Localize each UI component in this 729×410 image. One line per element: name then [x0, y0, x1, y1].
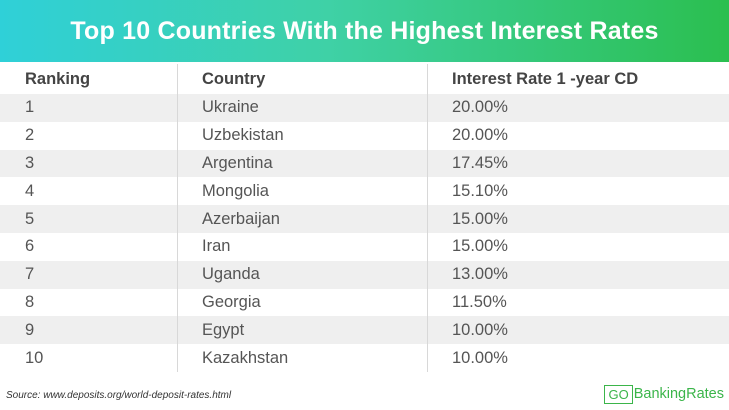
- table-row: 4 Mongolia 15.10%: [0, 177, 729, 206]
- table-row: 6 Iran 15.00%: [0, 232, 729, 261]
- country-cell: Uzbekistan: [178, 121, 428, 150]
- table-row: 8 Georgia 11.50%: [0, 288, 729, 317]
- rate-cell: 10.00%: [452, 320, 508, 339]
- table-header-row: Ranking Country Interest Rate 1 -year CD: [0, 64, 729, 94]
- country-cell: Iran: [178, 232, 428, 261]
- rate-cell: 17.45%: [452, 153, 508, 172]
- ranking-cell: 2: [0, 121, 178, 150]
- title-banner: Top 10 Countries With the Highest Intere…: [0, 0, 729, 62]
- footer: Source: www.deposits.org/world-deposit-r…: [0, 382, 729, 410]
- ranking-cell: 1: [0, 94, 178, 122]
- ranking-cell: 8: [0, 288, 178, 317]
- ranking-cell: 6: [0, 232, 178, 261]
- rates-table: Ranking Country Interest Rate 1 -year CD…: [0, 64, 729, 372]
- table-row: 10 Kazakhstan 10.00%: [0, 344, 729, 372]
- country-cell: Argentina: [178, 149, 428, 178]
- table-row: 3 Argentina 17.45%: [0, 149, 729, 178]
- country-cell: Georgia: [178, 288, 428, 317]
- rate-cell: 11.50%: [452, 292, 507, 311]
- ranking-cell: 3: [0, 149, 178, 178]
- country-cell: Ukraine: [178, 94, 428, 122]
- ranking-cell: 5: [0, 205, 178, 233]
- rate-cell: 20.00%: [452, 98, 508, 117]
- rate-cell: 15.00%: [452, 209, 508, 228]
- ranking-cell: 4: [0, 177, 178, 206]
- header-ranking: Ranking: [0, 64, 178, 94]
- table-body: 1 Ukraine 20.00% 2 Uzbekistan 20.00% 3 Argentin…: [0, 94, 729, 372]
- rate-cell: 20.00%: [452, 126, 508, 145]
- logo-wordmark: BankingRates: [633, 386, 724, 402]
- header-interest-rate: Interest Rate 1 -year CD: [452, 69, 639, 88]
- table-row: 1 Ukraine 20.00%: [0, 94, 729, 122]
- country-cell: Egypt: [178, 316, 428, 345]
- header-country: Country: [178, 64, 428, 94]
- country-cell: Azerbaijan: [178, 205, 428, 233]
- rate-cell: 13.00%: [452, 265, 508, 284]
- country-cell: Mongolia: [178, 177, 428, 206]
- ranking-cell: 9: [0, 316, 178, 345]
- table-row: 2 Uzbekistan 20.00%: [0, 121, 729, 150]
- country-cell: Uganda: [178, 260, 428, 289]
- ranking-cell: 7: [0, 260, 178, 289]
- rate-cell: 15.00%: [452, 237, 508, 256]
- ranking-cell: 10: [0, 344, 178, 372]
- table-row: 5 Azerbaijan 15.00%: [0, 205, 729, 233]
- country-cell: Kazakhstan: [178, 344, 428, 372]
- table-row: 9 Egypt 10.00%: [0, 316, 729, 345]
- rate-cell: 15.10%: [452, 181, 508, 200]
- page-title: Top 10 Countries With the Highest Intere…: [70, 16, 659, 45]
- rate-cell: 10.00%: [452, 348, 508, 367]
- logo-go-mark: GO: [604, 384, 633, 404]
- gobankingrates-logo: GO BankingRates: [604, 384, 724, 404]
- table-row: 7 Uganda 13.00%: [0, 260, 729, 289]
- source-note: Source: www.deposits.org/world-deposit-r…: [6, 390, 232, 401]
